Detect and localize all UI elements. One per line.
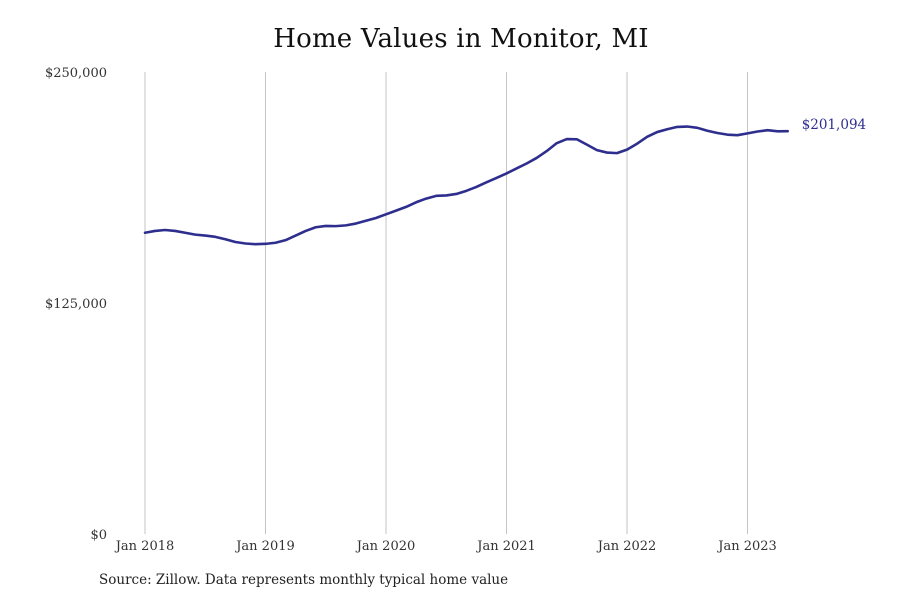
end-value-label: $201,094 xyxy=(802,117,866,133)
chart-title: Home Values in Monitor, MI xyxy=(273,24,649,54)
end-value-labels: $201,094 xyxy=(802,117,866,133)
y-tick-label: $250,000 xyxy=(45,66,107,81)
x-tick-label: Jan 2020 xyxy=(355,539,416,554)
y-axis-tick-labels: $0 $125,000 $250,000 xyxy=(45,66,107,543)
x-tick-label: Jan 2018 xyxy=(114,539,175,554)
x-axis-tick-labels: Jan 2018 Jan 2019 Jan 2020 Jan 2021 Jan 2022… xyxy=(114,539,777,554)
series-lines xyxy=(143,125,789,246)
home-value-series-line xyxy=(143,125,789,246)
x-tick-label: Jan 2023 xyxy=(716,539,777,554)
x-tick-label: Jan 2019 xyxy=(234,539,295,554)
source-note: Source: Zillow. Data represents monthly … xyxy=(99,572,509,588)
x-tick-label: Jan 2022 xyxy=(596,539,657,554)
x-tick-label: Jan 2021 xyxy=(475,539,536,554)
y-tick-label: $125,000 xyxy=(45,297,107,312)
y-tick-label: $0 xyxy=(90,528,107,543)
vertical-gridlines xyxy=(144,72,749,534)
